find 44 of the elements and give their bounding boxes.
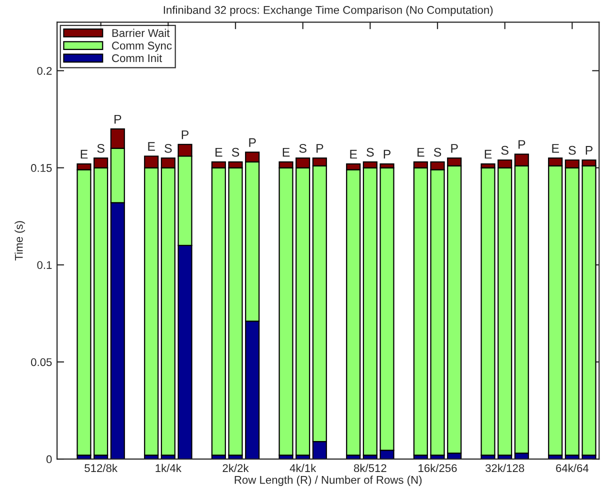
- x-tick-label: 2k/2k: [222, 464, 249, 472]
- bar: [480, 167, 496, 456]
- data-label: E: [80, 150, 88, 159]
- data-label: P: [451, 144, 458, 153]
- x-tick-label: 1k/4k: [156, 464, 182, 472]
- x-axis-title: Row Length (R) / Number of Rows (N): [234, 476, 422, 486]
- data-label: E: [282, 148, 290, 157]
- data-label: P: [182, 130, 189, 140]
- x-tick-label: 512/8k: [84, 464, 118, 472]
- x-tick-label: 16k/256: [418, 464, 457, 472]
- data-label: S: [501, 146, 508, 155]
- data-label: P: [518, 140, 526, 149]
- data-label: S: [232, 148, 240, 157]
- data-label: S: [434, 148, 442, 157]
- y-tick-label: 0.2: [37, 66, 52, 75]
- legend-label: Comm Init: [112, 54, 162, 62]
- y-tick-label: 0.05: [31, 358, 52, 366]
- data-label: S: [568, 146, 576, 155]
- data-label: P: [384, 150, 391, 159]
- data-label: E: [552, 144, 559, 153]
- data-label: S: [164, 144, 172, 153]
- x-tick-label: 64k/64: [556, 464, 589, 472]
- data-label: S: [299, 144, 306, 153]
- data-label: S: [366, 148, 374, 157]
- data-label: E: [418, 148, 424, 157]
- y-axis-title: Time (s): [14, 221, 26, 260]
- x-tick-label: 32k/128: [485, 464, 524, 472]
- data-label: E: [484, 150, 492, 159]
- data-label: P: [316, 144, 324, 153]
- y-tick-label: 0: [46, 455, 52, 464]
- data-label: E: [350, 150, 357, 159]
- data-label: E: [148, 142, 155, 151]
- y-tick-label: 0.1: [37, 261, 52, 269]
- legend-label: Comm Sync: [112, 42, 172, 52]
- data-label: P: [114, 114, 122, 124]
- data-label: P: [249, 138, 256, 147]
- chart-title: Infiniband 32 procs: Exchange Time Comparison (No Computation): [164, 6, 493, 16]
- data-label: P: [586, 146, 593, 155]
- y-tick-label: 0.15: [31, 164, 52, 172]
- x-tick-label: 4k/1k: [290, 464, 316, 472]
- x-tick-label: 8k/512: [354, 464, 386, 472]
- data-label: E: [216, 148, 222, 157]
- legend-label: Barrier Wait: [112, 28, 170, 37]
- data-label: S: [97, 144, 104, 153]
